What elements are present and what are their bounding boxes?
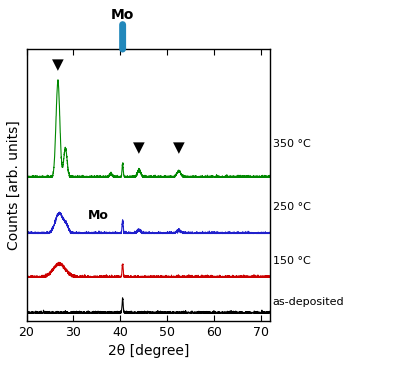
Text: ▼: ▼ (52, 57, 64, 72)
Text: 250 °C: 250 °C (273, 201, 311, 212)
Text: Mo: Mo (111, 8, 134, 22)
Y-axis label: Counts [arb. units]: Counts [arb. units] (7, 120, 21, 250)
Text: 350 °C: 350 °C (273, 139, 310, 149)
Text: 150 °C: 150 °C (273, 256, 310, 266)
Text: as-deposited: as-deposited (273, 297, 344, 307)
X-axis label: 2θ [degree]: 2θ [degree] (108, 344, 189, 358)
Text: Mo: Mo (88, 209, 108, 222)
Text: ▼: ▼ (173, 141, 185, 155)
Text: ▼: ▼ (133, 141, 145, 155)
